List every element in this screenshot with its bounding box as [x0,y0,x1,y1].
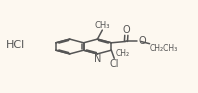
Text: HCl: HCl [5,40,25,50]
Text: CH₃: CH₃ [95,21,110,30]
Text: O: O [123,25,130,35]
Text: Cl: Cl [109,59,119,69]
Text: CH₂CH₃: CH₂CH₃ [150,44,178,53]
Text: CH₂: CH₂ [116,49,130,58]
Text: O: O [138,36,146,46]
Text: N: N [94,54,101,64]
